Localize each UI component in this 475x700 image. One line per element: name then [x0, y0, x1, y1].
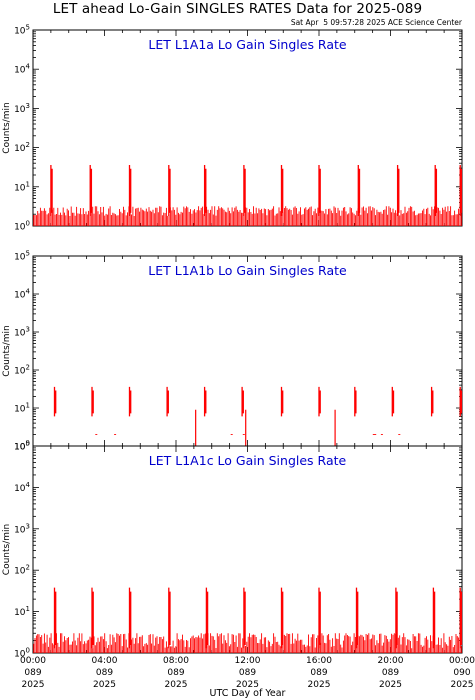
x-tick-label: 08:00: [163, 656, 189, 666]
rate-spike: [168, 587, 171, 649]
rate-spike: [203, 165, 207, 216]
y-tick-label: 103: [14, 102, 30, 115]
y-tick-label: 104: [14, 481, 30, 494]
rate-spike: [128, 386, 132, 417]
x-tick-label: 12:00: [235, 656, 261, 666]
x-tick-label: 2025: [236, 680, 259, 690]
y-tick-label: 101: [14, 605, 30, 618]
x-tick-label: 00:00: [20, 656, 46, 666]
panel-title: LET L1A1a Lo Gain Singles Rate: [148, 37, 346, 52]
rate-spike: [459, 386, 463, 417]
rate-spike: [91, 587, 94, 649]
y-tick-label: 104: [14, 288, 30, 301]
y-tick-label: 102: [14, 564, 30, 577]
y-tick-label: 105: [14, 440, 30, 453]
x-tick-label: 04:00: [92, 656, 118, 666]
rate-spike: [53, 386, 57, 417]
y-tick-label: 105: [14, 250, 30, 263]
rate-spike: [280, 386, 284, 417]
y-tick-label: 104: [14, 63, 30, 76]
y-tick-label: 101: [14, 180, 30, 193]
x-tick-label: 089: [96, 668, 113, 678]
rate-spike: [203, 386, 207, 417]
rate-spike: [395, 587, 398, 649]
y-tick-label: 103: [14, 522, 30, 535]
rate-spike: [243, 587, 246, 649]
y-tick-label: 100: [14, 440, 30, 453]
y-tick-label: 105: [14, 24, 30, 37]
timestamp: Sat Apr 5 09:57:28 2025 ACE Science Cent…: [290, 18, 462, 27]
baseline-noise-series: [33, 206, 462, 226]
x-tick-label: 089: [24, 668, 41, 678]
rate-spike: [50, 165, 53, 216]
page-title: LET ahead Lo-Gain SINGLES RATES Data for…: [52, 1, 423, 17]
rate-spike: [243, 165, 246, 216]
rate-spike: [280, 165, 284, 216]
x-tick-label: 2025: [308, 680, 331, 690]
x-tick-label: 2025: [451, 680, 474, 690]
rate-spike: [128, 587, 132, 649]
rate-spike: [459, 165, 463, 216]
rate-spike: [357, 165, 361, 216]
x-tick-label: 089: [310, 668, 327, 678]
y-axis-label: Counts/min: [2, 524, 12, 575]
rate-spike: [432, 587, 436, 649]
rate-spike: [53, 587, 57, 649]
rate-spike: [391, 386, 395, 417]
x-tick-label: 00:00: [449, 656, 475, 666]
y-axis-label: Counts/min: [2, 325, 12, 376]
rate-spike: [355, 587, 359, 649]
rate-spike: [434, 165, 438, 216]
x-tick-label: 2025: [22, 680, 45, 690]
x-tick-label: 2025: [379, 680, 402, 690]
rate-spike: [168, 165, 171, 216]
x-tick-label: 089: [382, 668, 399, 678]
plot-frame: [32, 255, 463, 447]
x-tick-label: 16:00: [306, 656, 332, 666]
x-tick-label: 089: [239, 668, 256, 678]
y-tick-label: 100: [14, 220, 30, 233]
rate-spike: [396, 165, 400, 216]
rate-spike: [89, 165, 93, 216]
rate-spike: [280, 587, 284, 649]
rate-spike: [430, 386, 434, 417]
x-tick-label: 2025: [165, 680, 188, 690]
rate-spike: [354, 386, 357, 417]
rate-spike: [318, 165, 321, 216]
rate-spike: [166, 386, 169, 417]
y-tick-label: 103: [14, 326, 30, 339]
rate-spike: [205, 587, 209, 649]
panel-title: LET L1A1b Lo Gain Singles Rate: [148, 263, 347, 278]
rate-spike: [128, 165, 132, 216]
y-tick-label: 100: [14, 647, 30, 660]
rate-spike: [91, 386, 94, 417]
y-tick-label: 102: [14, 364, 30, 377]
x-tick-label: 090: [453, 668, 470, 678]
y-tick-label: 101: [14, 402, 30, 415]
x-tick-label: 20:00: [378, 656, 404, 666]
x-tick-label: 2025: [93, 680, 116, 690]
panel-title: LET L1A1c Lo Gain Singles Rate: [149, 453, 347, 468]
rate-spike: [241, 386, 244, 417]
x-axis-title: UTC Day of Year: [210, 688, 286, 699]
x-tick-label: 089: [167, 668, 184, 678]
rate-spike: [318, 386, 321, 417]
y-tick-label: 102: [14, 141, 30, 154]
rate-spike: [459, 587, 463, 649]
y-axis-label: Counts/min: [2, 102, 12, 153]
rate-spike: [318, 587, 321, 649]
